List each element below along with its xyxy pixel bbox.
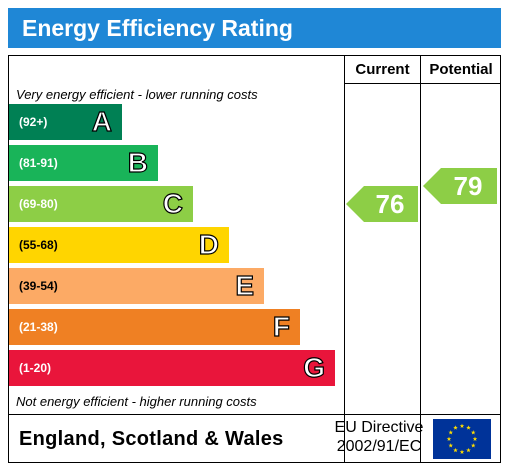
band-g: (1-20) G xyxy=(9,350,335,386)
current-column-header: Current xyxy=(355,61,410,78)
band-letter: B xyxy=(127,146,148,178)
footer-divider xyxy=(9,414,500,415)
chart-title: Energy Efficiency Rating xyxy=(8,8,501,48)
current-column-divider xyxy=(344,56,345,462)
eu-star-icon xyxy=(459,449,465,454)
bottom-caption: Not energy efficient - higher running co… xyxy=(16,394,257,409)
band-letter: C xyxy=(162,187,183,219)
potential-column-header: Potential xyxy=(429,61,493,78)
eu-star-icon xyxy=(472,436,478,441)
current-rating-arrow: 76 xyxy=(346,186,418,222)
eu-star-icon xyxy=(453,447,458,453)
eu-star-icon xyxy=(448,430,454,435)
eu-star-icon xyxy=(453,425,458,430)
header-divider xyxy=(344,83,500,84)
band-c: (69-80) C xyxy=(9,186,193,222)
eu-star-icon xyxy=(470,443,476,448)
potential-column-divider xyxy=(420,56,421,462)
region-label: England, Scotland & Wales xyxy=(19,428,284,450)
top-caption: Very energy efficient - lower running co… xyxy=(16,87,258,102)
band-letter: A xyxy=(91,105,112,137)
band-range-label: (69-80) xyxy=(19,197,58,211)
band-range-label: (81-91) xyxy=(19,156,58,170)
eu-star-icon xyxy=(448,443,454,448)
band-a: (92+) A xyxy=(9,104,122,140)
eu-star-icon xyxy=(466,425,471,430)
band-b: (81-91) B xyxy=(9,145,158,181)
eu-directive: EU Directive 2002/91/EC xyxy=(327,418,431,456)
band-range-label: (39-54) xyxy=(19,279,58,293)
band-range-label: (92+) xyxy=(19,115,48,129)
directive-line1: EU Directive xyxy=(334,419,424,436)
band-letter: G xyxy=(303,351,326,383)
eu-star-icon xyxy=(466,447,471,453)
band-range-label: (21-38) xyxy=(19,320,58,334)
band-range-label: (1-20) xyxy=(19,361,52,375)
eu-star-icon xyxy=(446,436,452,441)
band-letter: D xyxy=(198,228,219,260)
potential-rating-arrow: 79 xyxy=(423,168,497,204)
band-f: (21-38) F xyxy=(9,309,300,345)
band-d: (55-68) D xyxy=(9,227,229,263)
band-e: (39-54) E xyxy=(9,268,264,304)
band-range-label: (55-68) xyxy=(19,238,58,252)
eu-star-icon xyxy=(459,423,465,428)
band-letter: E xyxy=(235,269,255,301)
directive-line2: 2002/91/EC xyxy=(336,438,422,455)
eu-star-icon xyxy=(470,430,476,435)
band-letter: F xyxy=(272,310,290,342)
rating-frame: Current Potential Very energy efficient … xyxy=(8,55,501,463)
eu-stars-icon xyxy=(446,423,478,454)
eu-flag-icon xyxy=(433,419,491,459)
